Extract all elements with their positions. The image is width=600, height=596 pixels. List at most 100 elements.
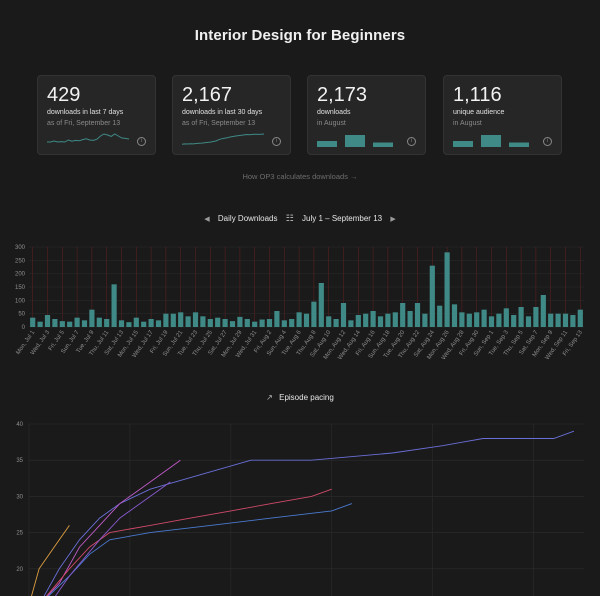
bar: [229, 321, 236, 327]
bar: [385, 313, 391, 327]
bar: [340, 303, 347, 327]
bar: [215, 317, 221, 327]
bar: [570, 315, 576, 327]
y-tick-label: 30: [16, 494, 23, 500]
bar: [170, 313, 176, 327]
y-tick-label: 100: [15, 298, 26, 304]
bar: [311, 301, 317, 327]
card-unique-audience[interactable]: 1,116 unique audience in August i: [443, 75, 562, 155]
bar: [422, 313, 428, 327]
bar: [414, 303, 421, 327]
bar: [518, 307, 524, 327]
card-subtitle: in August: [317, 120, 346, 127]
y-tick-label: 35: [16, 458, 23, 464]
bar: [540, 295, 546, 327]
bar: [126, 322, 132, 327]
bar: [296, 312, 302, 327]
bar: [555, 313, 561, 327]
card-value: 2,167: [182, 84, 233, 106]
bar: [444, 252, 450, 327]
bar: [429, 265, 435, 327]
bar: [496, 313, 502, 327]
bar: [400, 303, 406, 327]
bar: [577, 309, 583, 327]
bar: [348, 320, 354, 327]
info-icon[interactable]: i: [543, 137, 552, 146]
card-downloads-august[interactable]: 2,173 downloads in August i: [307, 75, 426, 155]
bar: [355, 315, 361, 327]
date-range-label[interactable]: July 1 – September 13: [302, 214, 383, 223]
bar: [303, 313, 310, 327]
info-icon[interactable]: i: [407, 137, 416, 146]
bar: [148, 319, 154, 327]
how-op3-calculates-link[interactable]: How OP3 calculates downloads →: [242, 172, 358, 181]
sparkline-path: [47, 133, 130, 143]
bar: [133, 317, 139, 327]
y-tick-label: 150: [15, 285, 26, 291]
bar: [363, 313, 369, 327]
bar: [392, 312, 398, 327]
bar: [207, 319, 213, 327]
bar: [488, 316, 495, 327]
bar: [89, 309, 95, 327]
y-tick-label: 25: [16, 531, 23, 537]
bar: [466, 313, 472, 327]
bar: [503, 308, 509, 327]
episode-pacing-chart: 152025303540: [16, 422, 584, 596]
page-title: Interior Design for Beginners: [194, 27, 406, 44]
mini-bar-chart: [317, 135, 393, 147]
card-label: downloads: [317, 109, 351, 116]
episode-pacing-title: Episode pacing: [279, 393, 334, 403]
card-label: downloads in last 30 days: [182, 109, 263, 116]
bar: [377, 316, 384, 327]
bar: [333, 319, 339, 327]
card-downloads-7-days[interactable]: 429 downloads in last 7 days as of Fri, …: [37, 75, 156, 155]
daily-downloads-label: Daily Downloads: [217, 214, 278, 223]
sparkline: [182, 133, 265, 145]
sliders-icon[interactable]: ☷: [285, 213, 294, 223]
bar: [67, 321, 73, 327]
bar: [155, 320, 162, 327]
info-icon[interactable]: i: [272, 137, 281, 146]
bar: [163, 313, 169, 327]
prev-arrow-icon[interactable]: ◀: [204, 215, 210, 223]
bar: [437, 305, 443, 327]
bar: [370, 311, 376, 327]
bar: [289, 319, 295, 327]
bar: [562, 313, 569, 327]
pacing-series-line: [46, 459, 181, 596]
y-tick-label: 250: [15, 258, 26, 264]
bar: [59, 321, 65, 327]
card-value: 1,116: [453, 84, 502, 106]
bar: [178, 312, 184, 327]
card-value: 429: [47, 84, 81, 106]
line-chart-icon: ↗: [266, 393, 273, 403]
bar: [104, 319, 110, 327]
bar: [237, 316, 243, 327]
bar: [481, 309, 487, 327]
pacing-series-line: [43, 430, 575, 596]
card-label: unique audience: [453, 109, 505, 116]
mini-bar-chart: [453, 135, 529, 147]
mini-bar: [373, 142, 393, 147]
next-arrow-icon[interactable]: ▶: [390, 215, 396, 223]
daily-downloads-controls: ◀ Daily Downloads ☷ July 1 – September 1…: [0, 213, 600, 224]
mini-bar: [317, 141, 337, 147]
bar: [96, 317, 102, 327]
bar: [525, 316, 532, 327]
bar: [222, 319, 228, 327]
bar: [451, 304, 458, 327]
card-downloads-30-days[interactable]: 2,167 downloads in last 30 days as of Fr…: [172, 75, 291, 155]
sparkline-path: [182, 133, 265, 145]
pacing-series-line: [31, 525, 70, 596]
sparkline: [47, 133, 130, 143]
episode-pacing-header: ↗ Episode pacing: [0, 393, 600, 402]
pacing-series-line: [54, 481, 171, 596]
bar: [548, 313, 554, 327]
bar: [533, 307, 539, 327]
mini-bar: [345, 135, 365, 147]
pacing-series-line: [46, 488, 332, 596]
info-icon[interactable]: i: [137, 137, 146, 146]
bar: [111, 284, 117, 327]
bar: [274, 311, 280, 327]
